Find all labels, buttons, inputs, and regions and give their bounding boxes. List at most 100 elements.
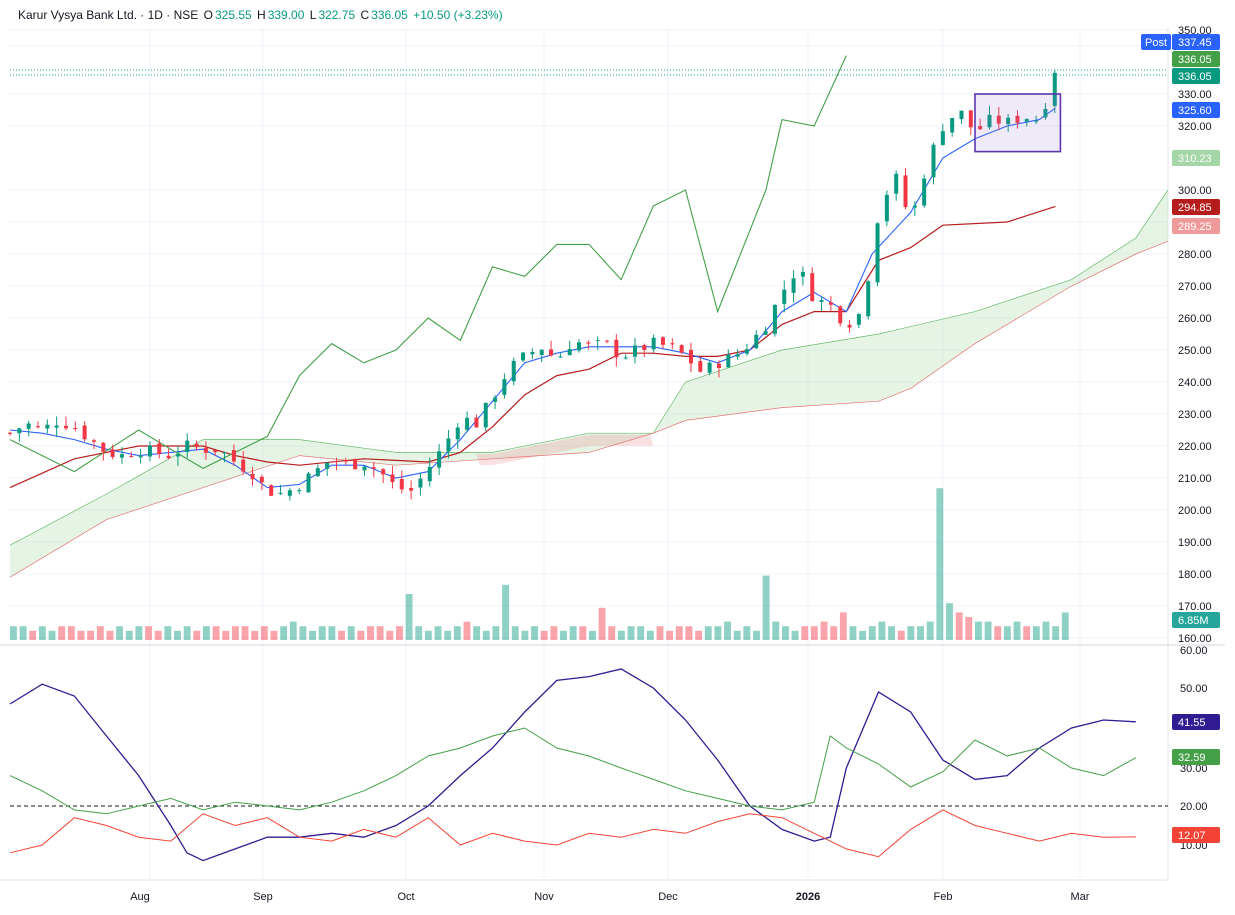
candlestick-series	[8, 69, 1057, 501]
candle-body	[427, 466, 432, 482]
badge-bg	[1172, 199, 1220, 215]
candle-body	[782, 289, 787, 304]
volume-bar	[936, 488, 944, 640]
badge-value: 6.85M	[1178, 615, 1209, 627]
candle-body	[577, 342, 582, 351]
candle-body	[996, 115, 1001, 124]
candle-body	[866, 281, 871, 317]
volume-bar	[164, 626, 172, 640]
candle-body	[549, 349, 554, 356]
adx-indicator	[9, 668, 1168, 862]
volume-bar	[231, 626, 239, 640]
candle-body	[567, 349, 572, 356]
badge-value: 310.23	[1178, 153, 1212, 165]
candle-body	[26, 423, 31, 429]
candle-body	[903, 175, 908, 208]
volume-bar	[782, 626, 789, 640]
volume-bar	[212, 626, 220, 640]
volume-bar	[125, 630, 133, 640]
volume-bar	[19, 626, 27, 640]
volume-bars	[10, 488, 1069, 640]
candle-body	[362, 466, 367, 471]
volume-bar	[762, 575, 770, 640]
volume-bar	[714, 626, 722, 640]
badge-value: 336.05	[1178, 54, 1212, 66]
volume-bar	[946, 603, 953, 640]
candle-body	[213, 449, 218, 453]
candle-body	[791, 278, 796, 293]
candle-body	[63, 425, 68, 429]
candle-body	[1034, 120, 1039, 122]
candle-body	[819, 300, 824, 302]
badge-value: 289.25	[1178, 221, 1212, 233]
indicator-tick-label: 20.00	[1180, 801, 1208, 813]
volume-bar	[396, 626, 403, 640]
lagging-badge: 310.23	[1172, 150, 1220, 166]
volume-bar	[328, 626, 336, 640]
volume-bar	[270, 630, 278, 640]
volume-bar	[965, 617, 973, 640]
close-label: C	[360, 8, 370, 22]
volume-bar	[685, 626, 693, 640]
volume-bar	[193, 630, 201, 640]
volume-bar	[511, 626, 519, 640]
candle-body	[922, 178, 927, 206]
volume-bar	[222, 630, 230, 640]
candle-body	[446, 438, 451, 452]
candle-body	[45, 424, 50, 429]
candle-body	[688, 349, 693, 364]
volume-bar	[849, 626, 857, 640]
price-tick-label: 280.00	[1178, 249, 1212, 261]
candle-body	[595, 340, 600, 342]
candle-body	[800, 271, 805, 277]
time-tick-label: Dec	[658, 891, 678, 903]
candle-body	[138, 455, 143, 458]
candle-body	[987, 114, 992, 128]
candle-body	[828, 302, 833, 305]
time-tick-label: Oct	[397, 891, 414, 903]
volume-bar	[907, 626, 915, 640]
candle-body	[101, 442, 106, 452]
symbol-title[interactable]: Karur Vysya Bank Ltd. · 1D · NSE	[18, 8, 199, 22]
volume-badge: 6.85M	[1172, 612, 1220, 628]
low-value: 322.75	[318, 8, 356, 22]
candle-body	[586, 342, 591, 344]
time-tick-label: Feb	[934, 891, 953, 903]
base-badge: 294.85	[1172, 199, 1220, 215]
candle-body	[1052, 72, 1057, 107]
volume-bar	[424, 630, 432, 640]
candle-body	[8, 432, 12, 434]
badge-bg	[1172, 218, 1220, 234]
volume-bar	[67, 626, 75, 640]
volume-bar	[926, 621, 934, 640]
candle-body	[437, 451, 442, 468]
candle-body	[343, 460, 348, 462]
volume-bar	[241, 626, 249, 640]
di-plus-badge: 32.59	[1172, 749, 1220, 765]
volume-bar	[29, 630, 37, 640]
volume-bar	[1061, 612, 1069, 640]
post-label-bg	[1141, 34, 1171, 50]
volume-bar	[367, 626, 374, 640]
candle-body	[726, 354, 731, 368]
volume-bar	[96, 626, 104, 640]
candle-body	[17, 428, 22, 434]
volume-bar	[830, 626, 838, 640]
open-label: O	[203, 8, 213, 22]
candle-body	[623, 357, 628, 359]
volume-bar	[569, 626, 577, 640]
volume-bar	[38, 626, 46, 640]
candle-body	[1015, 115, 1020, 123]
volume-bar	[405, 594, 413, 640]
volume-bar	[357, 630, 365, 640]
ichimoku-lines	[9, 55, 1056, 489]
badge-bg	[1172, 827, 1220, 843]
volume-bar	[897, 630, 905, 640]
cloud-fill	[10, 190, 1168, 578]
candle-body	[157, 443, 162, 455]
candle-body	[1006, 117, 1011, 125]
volume-bar	[289, 621, 297, 640]
volume-bar	[318, 626, 326, 640]
volume-bar	[656, 626, 664, 640]
